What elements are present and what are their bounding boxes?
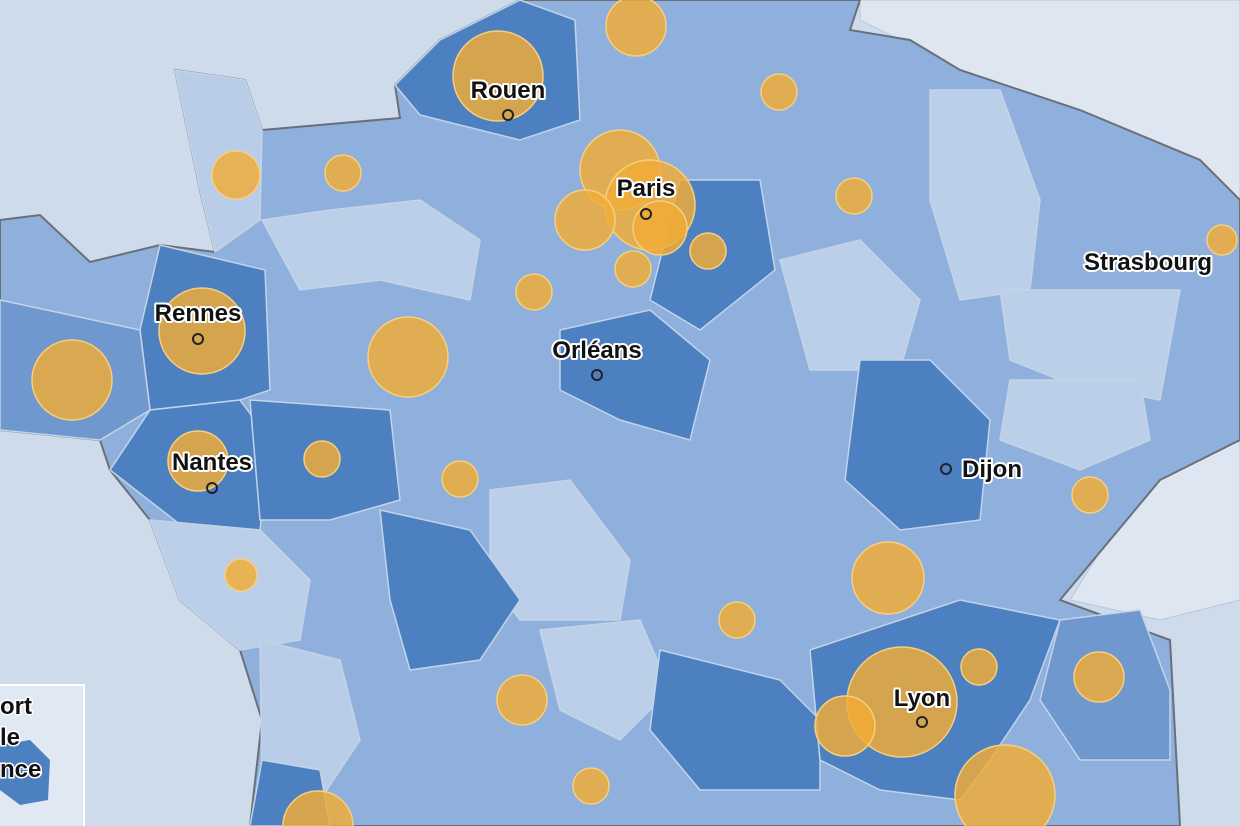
bubble [954,744,1056,826]
legend-text: nce [0,756,41,783]
city-dot [640,208,652,220]
legend-icon [0,740,50,805]
city-dot [591,369,603,381]
bubble [835,177,873,215]
department [260,199,481,301]
bubble [167,430,229,492]
bubble [158,287,246,375]
city-label: Nantes [172,449,252,476]
bubble [760,73,798,111]
bubble [605,0,667,57]
bubble [632,200,688,256]
city-dot [502,109,514,121]
city-dot [940,463,952,475]
city-dots [192,109,952,728]
bubble [282,790,354,826]
bubble [452,30,544,122]
city-label: Strasbourg [1084,249,1212,276]
bubble [1071,476,1109,514]
bubble [367,316,449,398]
department [649,649,821,791]
legend: ort le nce [0,684,85,826]
city-label: Lyon [894,685,950,712]
city-label: Orléans [552,337,641,364]
bubble [614,250,652,288]
legend-text: le [0,724,20,751]
city-dot [192,333,204,345]
city-dot [916,716,928,728]
bubble [1073,651,1125,703]
bubble [441,460,479,498]
bubble [211,150,261,200]
department [999,379,1151,471]
bubble [554,189,616,251]
bubble [960,648,998,686]
city-labels: Rouen Paris Strasbourg Rennes Orléans Na… [153,75,1214,714]
bubble [1206,224,1238,256]
bubble [515,273,553,311]
city-label: Rennes [155,300,242,327]
city-label: Paris [617,175,676,202]
department [559,309,711,441]
department [844,359,991,531]
legend-text: ort [0,693,32,720]
bubble [572,767,610,805]
bubble [689,232,727,270]
bubble [303,440,341,478]
bubble [851,541,925,615]
bubble [814,695,876,757]
department [379,509,521,671]
bubble [324,154,362,192]
department [779,239,921,371]
department [539,619,671,741]
city-label: Rouen [471,77,546,104]
bubble [31,339,113,421]
bubble [718,601,756,639]
bubble [496,674,548,726]
bubble [224,558,258,592]
city-dot [206,482,218,494]
departments [0,0,1181,826]
city-label: Dijon [962,456,1022,483]
bubbles [31,0,1238,826]
